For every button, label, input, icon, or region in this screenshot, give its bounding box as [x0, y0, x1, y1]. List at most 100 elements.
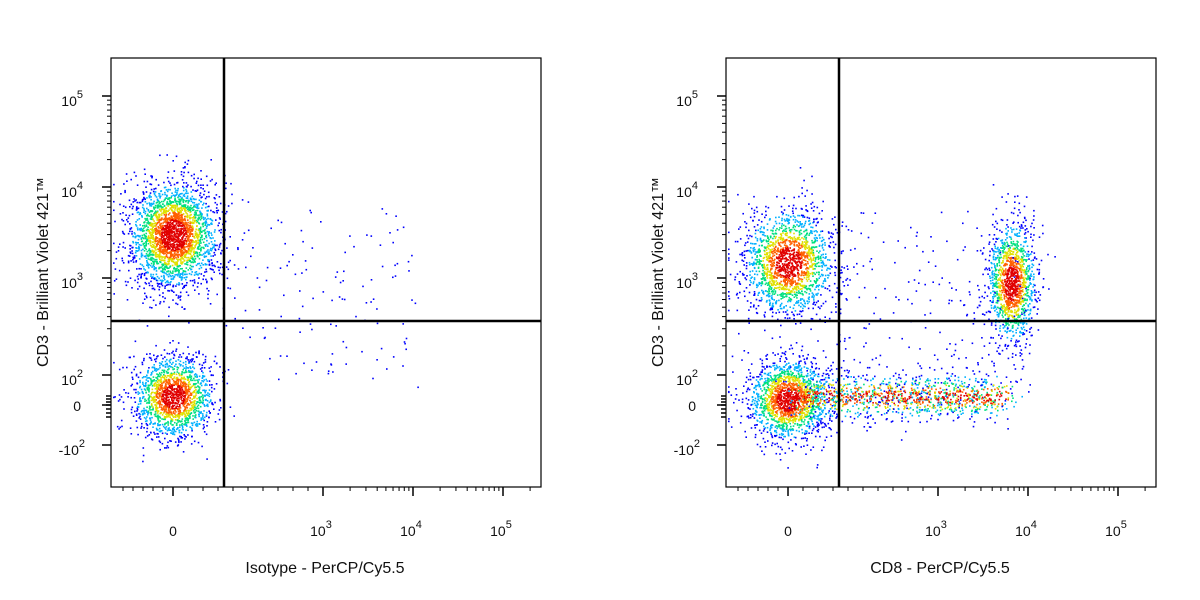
event-dot — [206, 421, 209, 423]
event-dot — [134, 279, 136, 282]
event-dot — [157, 253, 159, 256]
event-dot — [739, 238, 742, 240]
event-dot — [139, 386, 141, 389]
event-dot — [808, 249, 810, 251]
event-dot — [152, 408, 154, 411]
event-dot — [191, 402, 193, 404]
event-dot — [129, 356, 131, 359]
event-dot — [132, 240, 134, 243]
event-dot — [195, 423, 198, 425]
event-dot — [780, 280, 782, 283]
event-dot — [175, 219, 178, 222]
event-dot — [153, 395, 155, 398]
event-dot — [783, 218, 786, 221]
event-dot — [191, 359, 193, 362]
event-dot — [205, 268, 207, 271]
event-dot — [202, 241, 205, 244]
event-dot — [155, 229, 157, 231]
event-dot — [170, 392, 173, 394]
event-dot — [170, 384, 173, 386]
event-dot — [141, 206, 144, 209]
event-dot — [146, 427, 149, 430]
event-dot — [177, 235, 179, 238]
event-dot — [171, 246, 174, 249]
event-dot — [204, 224, 206, 227]
event-dot — [801, 237, 803, 239]
event-dot — [169, 413, 171, 416]
event-dot — [165, 400, 167, 403]
event-dot — [370, 301, 372, 303]
event-dot — [182, 402, 184, 404]
event-dot — [141, 422, 143, 425]
event-dot — [796, 294, 798, 297]
event-dot — [155, 255, 157, 258]
event-dot — [195, 416, 197, 419]
left-x-axis-label: Isotype - PerCP/Cy5.5 — [245, 560, 404, 577]
event-dot — [788, 240, 790, 242]
event-dot — [163, 267, 166, 269]
event-dot — [385, 213, 388, 215]
event-dot — [176, 261, 178, 264]
event-dot — [187, 294, 190, 297]
event-dot — [158, 195, 160, 197]
event-dot — [178, 270, 180, 273]
event-dot — [174, 393, 177, 396]
event-dot — [226, 247, 228, 249]
event-dot — [802, 286, 805, 289]
event-dot — [154, 277, 156, 279]
event-dot — [132, 261, 135, 263]
event-dot — [160, 392, 162, 394]
event-dot — [745, 222, 748, 225]
event-dot — [166, 358, 168, 361]
event-dot — [133, 355, 135, 358]
event-dot — [183, 277, 186, 279]
event-dot — [172, 237, 174, 239]
event-dot — [177, 219, 180, 221]
event-dot — [280, 221, 283, 224]
event-dot — [168, 217, 171, 219]
event-dot — [304, 260, 307, 262]
event-dot — [204, 263, 207, 265]
event-dot — [221, 273, 223, 276]
event-dot — [170, 215, 172, 217]
event-dot — [157, 262, 160, 265]
event-dot — [183, 367, 185, 369]
event-dot — [167, 202, 170, 205]
event-dot — [180, 171, 183, 173]
event-dot — [181, 237, 183, 239]
event-dot — [179, 214, 182, 217]
event-dot — [203, 275, 205, 277]
event-dot — [774, 232, 777, 234]
event-dot — [180, 230, 182, 232]
event-dot — [172, 350, 174, 353]
event-dot — [166, 362, 168, 365]
event-dot — [175, 406, 177, 408]
event-dot — [800, 315, 803, 318]
event-dot — [173, 255, 175, 258]
event-dot — [129, 228, 131, 230]
event-dot — [156, 219, 158, 221]
event-dot — [162, 222, 164, 224]
event-dot — [206, 281, 208, 284]
event-dot — [166, 429, 169, 432]
event-dot — [154, 388, 157, 390]
event-dot — [198, 228, 201, 230]
event-dot — [175, 194, 177, 196]
event-dot — [805, 239, 807, 242]
event-dot — [187, 359, 189, 361]
event-dot — [187, 240, 190, 242]
event-dot — [195, 425, 198, 427]
event-dot — [160, 210, 162, 212]
event-dot — [202, 424, 205, 426]
event-dot — [783, 293, 785, 295]
event-dot — [812, 221, 814, 224]
event-dot — [193, 237, 196, 239]
event-dot — [173, 267, 175, 270]
event-dot — [195, 394, 197, 396]
event-dot — [145, 248, 147, 251]
event-dot — [192, 219, 194, 221]
event-dot — [161, 246, 164, 248]
event-dot — [154, 245, 157, 248]
event-dot — [144, 235, 146, 237]
event-dot — [167, 227, 170, 229]
